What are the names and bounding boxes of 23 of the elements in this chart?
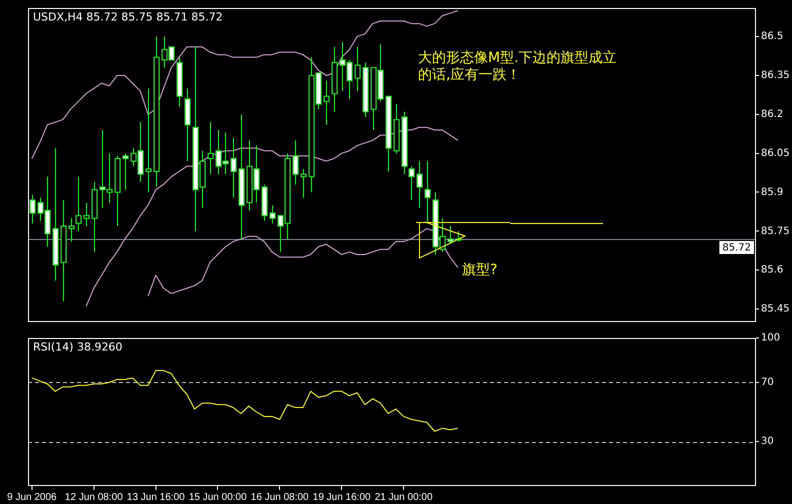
y-tick-label: 86.2 [761, 108, 784, 120]
y-tick-label: 85.45 [761, 304, 790, 315]
y-tick-label: 86.05 [761, 148, 790, 159]
x-tick-label: 13 Jun 16:00 [126, 492, 186, 503]
y-tick-label: 85.6 [761, 264, 784, 276]
x-tick-label: 15 Jun 00:00 [188, 492, 248, 503]
annotation: 旗型? [462, 262, 498, 279]
ref-line-label: 85.72 [722, 242, 752, 254]
annotation: 大的形态像M型.下边的旗型成立的话,应有一跌！ [418, 50, 618, 84]
y-tick-label: 85.75 [761, 226, 790, 237]
x-tick-label: 16 Jun 08:00 [250, 492, 310, 503]
y-tick-label: 86.5 [761, 31, 784, 42]
chart-title: RSI(14) 38.9260 [33, 340, 122, 354]
x-tick-label: 12 Jun 08:00 [64, 492, 124, 503]
y-tick-label: 70 [761, 376, 774, 388]
x-tick-label: 19 Jun 16:00 [312, 492, 372, 503]
x-tick-label: 9 Jun 2006 [7, 492, 58, 503]
y-tick-label: 86.35 [761, 70, 790, 82]
y-tick-label: 100 [761, 332, 780, 344]
y-tick-label: 85.9 [761, 186, 784, 198]
chart-title: USDX,H4 85.72 85.75 85.71 85.72 [33, 10, 223, 24]
x-tick-label: 21 Jun 00:00 [374, 492, 433, 503]
y-tick-label: 30 [761, 436, 774, 448]
